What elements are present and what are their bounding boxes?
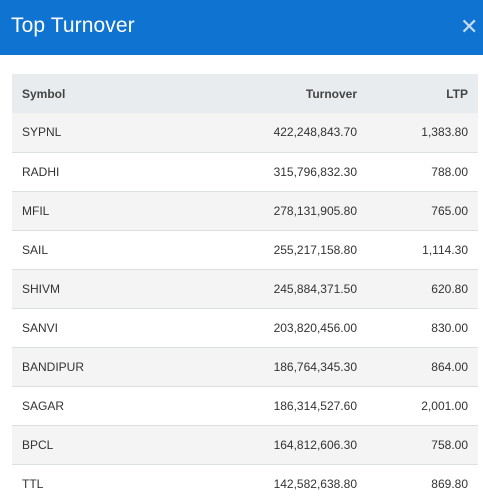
column-header-turnover: Turnover	[305, 86, 357, 101]
table-row: SANVI 203,820,456.00 830.00	[12, 308, 478, 347]
table-row: SHIVM 245,884,371.50 620.80	[12, 269, 478, 308]
cell-ltp: 765.00	[431, 203, 468, 218]
cell-symbol: SAGAR	[22, 398, 65, 413]
cell-turnover: 315,796,832.30	[273, 164, 357, 179]
cell-ltp: 788.00	[431, 164, 468, 179]
cell-turnover: 164,812,606.30	[273, 437, 357, 452]
cell-symbol: SANVI	[22, 320, 59, 335]
cell-ltp: 830.00	[431, 320, 468, 335]
cell-ltp: 869.80	[431, 476, 468, 491]
cell-ltp: 1,114.30	[422, 242, 468, 257]
cell-turnover: 186,314,527.60	[273, 398, 357, 413]
cell-symbol: SAIL	[22, 242, 49, 257]
table-row: SYPNL 422,248,843.70 1,383.80	[12, 113, 478, 152]
cell-ltp: 758.00	[431, 437, 468, 452]
close-icon[interactable]: ✕	[460, 14, 479, 39]
table-row: SAGAR 186,314,527.60 2,001.00	[12, 386, 478, 425]
cell-symbol: SHIVM	[22, 281, 61, 296]
cell-symbol: MFIL	[22, 203, 50, 218]
column-header-symbol: Symbol	[22, 86, 66, 101]
cell-turnover: 278,131,905.80	[273, 203, 357, 218]
cell-turnover: 186,764,345.30	[273, 359, 357, 374]
table-row: TTL 142,582,638.80 869.80	[12, 464, 478, 496]
modal-title: Top Turnover	[11, 14, 135, 37]
cell-symbol: RADHI	[22, 164, 60, 179]
cell-turnover: 422,248,843.70	[273, 125, 357, 140]
cell-ltp: 2,001.00	[421, 398, 468, 413]
cell-symbol: TTL	[22, 476, 44, 491]
table-row: BANDIPUR 186,764,345.30 864.00	[12, 347, 478, 386]
table-row: MFIL 278,131,905.80 765.00	[12, 191, 478, 230]
cell-turnover: 203,820,456.00	[273, 320, 357, 335]
turnover-table-container: Symbol Turnover LTP SYPNL 422,248,843.70 1…	[12, 74, 478, 496]
cell-turnover: 142,582,638.80	[273, 476, 357, 491]
turnover-table: Symbol Turnover LTP SYPNL 422,248,843.70 1…	[12, 74, 478, 496]
cell-symbol: SYPNL	[22, 125, 62, 140]
cell-symbol: BPCL	[22, 437, 54, 452]
table-row: SAIL 255,217,158.80 1,114.30	[12, 230, 478, 269]
table-row: BPCL 164,812,606.30 758.00	[12, 425, 478, 464]
table-row: RADHI 315,796,832.30 788.00	[12, 152, 478, 191]
cell-ltp: 620.80	[431, 281, 468, 296]
cell-symbol: BANDIPUR	[22, 359, 85, 374]
modal-header: Top Turnover ✕	[0, 0, 483, 55]
table-header-row: Symbol Turnover LTP	[12, 74, 478, 113]
column-header-ltp: LTP	[446, 86, 468, 101]
cell-turnover: 245,884,371.50	[273, 281, 357, 296]
cell-ltp: 864.00	[431, 359, 468, 374]
cell-turnover: 255,217,158.80	[273, 242, 357, 257]
cell-ltp: 1,383.80	[421, 125, 468, 140]
